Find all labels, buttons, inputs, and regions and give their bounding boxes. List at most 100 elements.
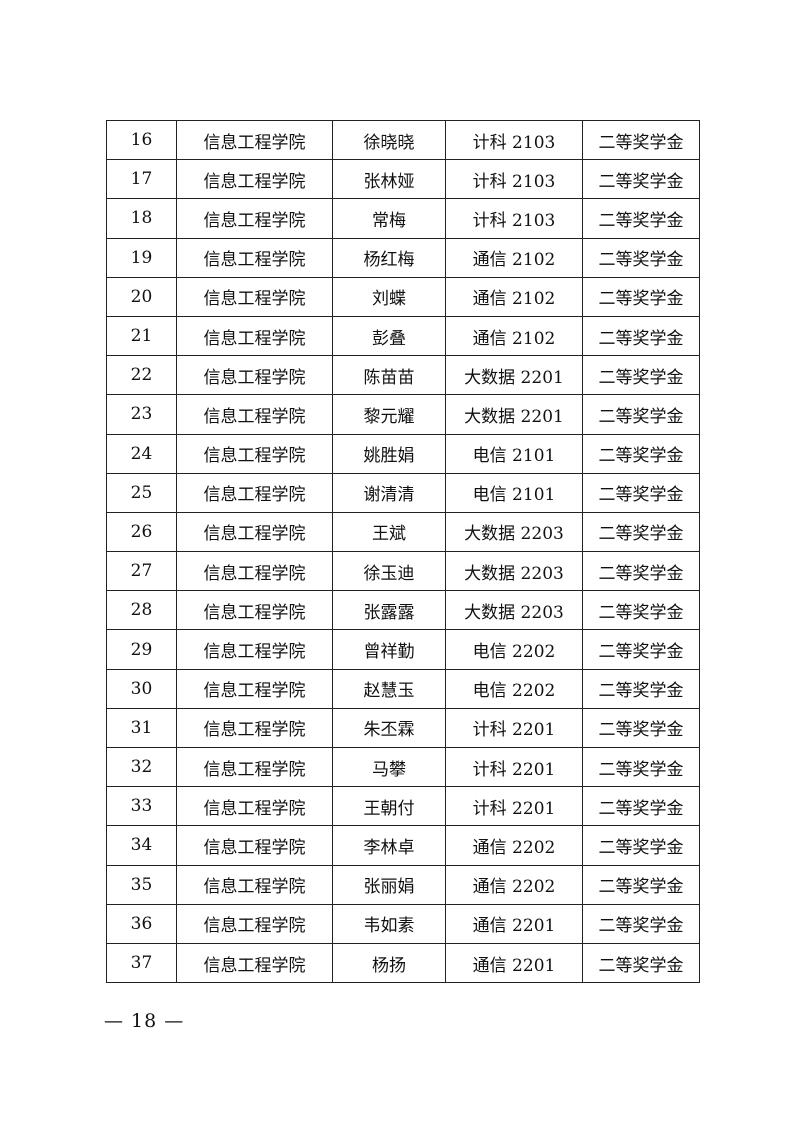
award-cell: 二等奖学金 bbox=[582, 786, 700, 827]
student-name-cell: 陈苗苗 bbox=[332, 355, 446, 396]
award-cell: 二等奖学金 bbox=[582, 237, 700, 278]
table-row: 28 信息工程学院 张露露 大数据 2203 二等奖学金 bbox=[106, 590, 700, 631]
class-cell: 计科 2201 bbox=[445, 707, 583, 749]
class-cell: 计科 2103 bbox=[445, 159, 583, 200]
row-number-cell: 37 bbox=[106, 942, 177, 984]
row-number-cell: 21 bbox=[106, 315, 177, 357]
student-name-cell: 徐晓晓 bbox=[332, 119, 446, 161]
class-cell: 计科 2201 bbox=[445, 786, 583, 827]
student-name-cell: 彭叠 bbox=[332, 315, 446, 357]
class-cell: 计科 2103 bbox=[445, 119, 583, 161]
student-name-cell: 徐玉迪 bbox=[332, 551, 446, 592]
row-number-cell: 25 bbox=[106, 472, 177, 513]
table-row: 18 信息工程学院 常梅 计科 2103 二等奖学金 bbox=[106, 198, 700, 239]
student-name-cell: 李林卓 bbox=[332, 825, 446, 866]
student-name-cell: 张丽娟 bbox=[332, 864, 446, 905]
student-name-cell: 刘蝶 bbox=[332, 276, 446, 317]
award-cell: 二等奖学金 bbox=[582, 511, 700, 553]
college-cell: 信息工程学院 bbox=[176, 707, 333, 749]
student-name-cell: 谢清清 bbox=[332, 472, 446, 513]
college-cell: 信息工程学院 bbox=[176, 786, 333, 827]
class-cell: 大数据 2203 bbox=[445, 511, 583, 553]
table-row: 23 信息工程学院 黎元耀 大数据 2201 二等奖学金 bbox=[106, 394, 700, 435]
college-cell: 信息工程学院 bbox=[176, 942, 333, 984]
college-cell: 信息工程学院 bbox=[176, 472, 333, 513]
table-row: 22 信息工程学院 陈苗苗 大数据 2201 二等奖学金 bbox=[106, 355, 700, 396]
student-name-cell: 姚胜娟 bbox=[332, 433, 446, 474]
college-cell: 信息工程学院 bbox=[176, 237, 333, 278]
table-row: 30 信息工程学院 赵慧玉 电信 2202 二等奖学金 bbox=[106, 668, 700, 709]
row-number-cell: 19 bbox=[106, 237, 177, 278]
student-name-cell: 曾祥勤 bbox=[332, 629, 446, 670]
row-number-cell: 27 bbox=[106, 551, 177, 592]
college-cell: 信息工程学院 bbox=[176, 551, 333, 592]
table-row: 29 信息工程学院 曾祥勤 电信 2202 二等奖学金 bbox=[106, 629, 700, 670]
class-cell: 通信 2202 bbox=[445, 864, 583, 905]
scholarship-table: 16 信息工程学院 徐晓晓 计科 2103 二等奖学金 17 信息工程学院 张林娅 计科 210… bbox=[106, 119, 700, 984]
college-cell: 信息工程学院 bbox=[176, 198, 333, 239]
college-cell: 信息工程学院 bbox=[176, 668, 333, 709]
table-row: 24 信息工程学院 姚胜娟 电信 2101 二等奖学金 bbox=[106, 433, 700, 474]
row-number-cell: 35 bbox=[106, 864, 177, 905]
award-cell: 二等奖学金 bbox=[582, 119, 700, 161]
college-cell: 信息工程学院 bbox=[176, 746, 333, 788]
student-name-cell: 韦如素 bbox=[332, 903, 446, 944]
award-cell: 二等奖学金 bbox=[582, 276, 700, 317]
table-row: 32 信息工程学院 马攀 计科 2201 二等奖学金 bbox=[106, 746, 700, 788]
row-number-cell: 16 bbox=[106, 119, 177, 161]
row-number-cell: 30 bbox=[106, 668, 177, 709]
college-cell: 信息工程学院 bbox=[176, 629, 333, 670]
row-number-cell: 23 bbox=[106, 394, 177, 435]
class-cell: 大数据 2203 bbox=[445, 590, 583, 631]
table-row: 21 信息工程学院 彭叠 通信 2102 二等奖学金 bbox=[106, 315, 700, 357]
college-cell: 信息工程学院 bbox=[176, 315, 333, 357]
award-cell: 二等奖学金 bbox=[582, 472, 700, 513]
college-cell: 信息工程学院 bbox=[176, 276, 333, 317]
table-row: 25 信息工程学院 谢清清 电信 2101 二等奖学金 bbox=[106, 472, 700, 513]
row-number-cell: 24 bbox=[106, 433, 177, 474]
award-cell: 二等奖学金 bbox=[582, 746, 700, 788]
student-name-cell: 杨红梅 bbox=[332, 237, 446, 278]
table-row: 34 信息工程学院 李林卓 通信 2202 二等奖学金 bbox=[106, 825, 700, 866]
class-cell: 计科 2201 bbox=[445, 746, 583, 788]
table-row: 26 信息工程学院 王斌 大数据 2203 二等奖学金 bbox=[106, 511, 700, 553]
award-cell: 二等奖学金 bbox=[582, 159, 700, 200]
class-cell: 大数据 2203 bbox=[445, 551, 583, 592]
row-number-cell: 29 bbox=[106, 629, 177, 670]
college-cell: 信息工程学院 bbox=[176, 590, 333, 631]
award-cell: 二等奖学金 bbox=[582, 551, 700, 592]
award-cell: 二等奖学金 bbox=[582, 394, 700, 435]
table-row: 37 信息工程学院 杨扬 通信 2201 二等奖学金 bbox=[106, 942, 700, 984]
table-row: 31 信息工程学院 朱丕霖 计科 2201 二等奖学金 bbox=[106, 707, 700, 749]
row-number-cell: 26 bbox=[106, 511, 177, 553]
award-cell: 二等奖学金 bbox=[582, 629, 700, 670]
college-cell: 信息工程学院 bbox=[176, 394, 333, 435]
student-name-cell: 赵慧玉 bbox=[332, 668, 446, 709]
row-number-cell: 28 bbox=[106, 590, 177, 631]
student-name-cell: 王斌 bbox=[332, 511, 446, 553]
college-cell: 信息工程学院 bbox=[176, 511, 333, 553]
row-number-cell: 31 bbox=[106, 707, 177, 749]
college-cell: 信息工程学院 bbox=[176, 159, 333, 200]
student-name-cell: 张露露 bbox=[332, 590, 446, 631]
student-name-cell: 杨扬 bbox=[332, 942, 446, 984]
college-cell: 信息工程学院 bbox=[176, 825, 333, 866]
student-name-cell: 常梅 bbox=[332, 198, 446, 239]
award-cell: 二等奖学金 bbox=[582, 668, 700, 709]
award-cell: 二等奖学金 bbox=[582, 707, 700, 749]
class-cell: 通信 2201 bbox=[445, 942, 583, 984]
table-row: 20 信息工程学院 刘蝶 通信 2102 二等奖学金 bbox=[106, 276, 700, 317]
table-row: 16 信息工程学院 徐晓晓 计科 2103 二等奖学金 bbox=[106, 119, 700, 161]
row-number-cell: 36 bbox=[106, 903, 177, 944]
student-name-cell: 王朝付 bbox=[332, 786, 446, 827]
row-number-cell: 20 bbox=[106, 276, 177, 317]
table-row: 36 信息工程学院 韦如素 通信 2201 二等奖学金 bbox=[106, 903, 700, 944]
table-row: 17 信息工程学院 张林娅 计科 2103 二等奖学金 bbox=[106, 159, 700, 200]
student-name-cell: 张林娅 bbox=[332, 159, 446, 200]
class-cell: 大数据 2201 bbox=[445, 394, 583, 435]
class-cell: 大数据 2201 bbox=[445, 355, 583, 396]
college-cell: 信息工程学院 bbox=[176, 355, 333, 396]
table-row: 27 信息工程学院 徐玉迪 大数据 2203 二等奖学金 bbox=[106, 551, 700, 592]
college-cell: 信息工程学院 bbox=[176, 433, 333, 474]
college-cell: 信息工程学院 bbox=[176, 119, 333, 161]
